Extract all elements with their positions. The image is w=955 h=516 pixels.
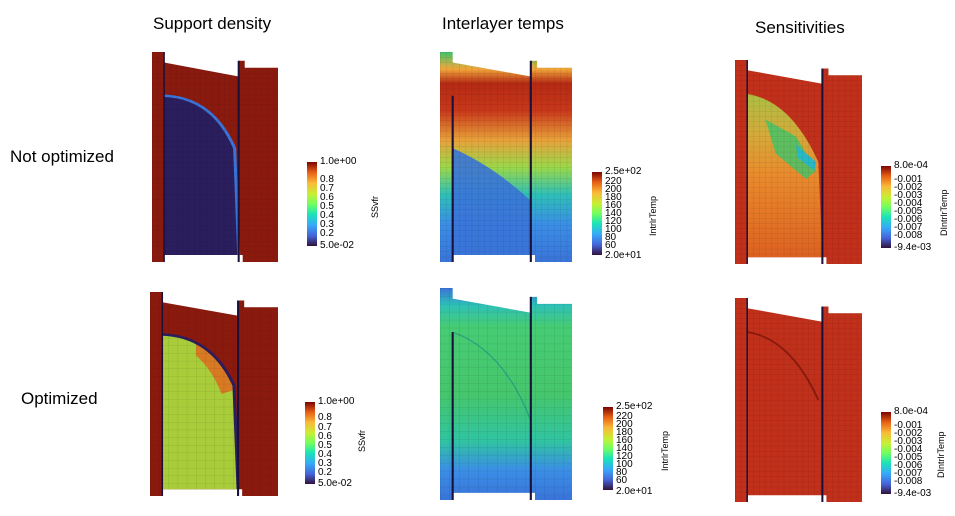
colorbar-tick: 0.6 — [320, 192, 334, 203]
colorbar-min-label: 5.0e-02 — [318, 478, 352, 489]
panel-density-optimized — [150, 292, 278, 496]
colorbar-tick: 220 — [616, 411, 633, 422]
colorbar-tick: 0.5 — [320, 201, 334, 212]
panel-sensitivities-optimized — [735, 298, 862, 502]
colorbar-tick: -0.007 — [894, 468, 923, 479]
colorbar-min-label: 5.0e-02 — [320, 240, 354, 251]
colorbar-tick: -0.001 — [894, 174, 923, 185]
colorbar-tick: 0.2 — [320, 228, 334, 239]
colorbar-tick: -0.002 — [894, 182, 923, 193]
colorbar-gradient — [881, 412, 891, 494]
colorbar-tick: 160 — [616, 435, 633, 446]
colorbar-title: IntrlrTemp — [648, 195, 658, 236]
colorbar-tick: -0.006 — [894, 460, 923, 471]
colorbar-tick: 200 — [605, 184, 622, 195]
colorbar-tick: -0.005 — [894, 452, 923, 463]
colorbar-max-label: 1.0e+00 — [320, 156, 357, 167]
colorbar-title: DIntrlrTemp — [936, 431, 946, 478]
colorbar-tick: 0.5 — [318, 440, 332, 451]
colorbar-min-label: 2.0e+01 — [616, 486, 653, 497]
colorbar-tick: -0.003 — [894, 190, 923, 201]
column-title-sensitivities: Sensitivities — [755, 18, 845, 37]
colorbar-gradient — [603, 407, 613, 490]
colorbar-tick: 200 — [616, 419, 633, 430]
colorbar-tick: 80 — [616, 467, 628, 478]
column-title-support-density: Support density — [153, 14, 272, 33]
colorbar-tick: 140 — [616, 443, 633, 454]
colorbar-tick: -0.006 — [894, 214, 923, 225]
colorbar-tick: 0.6 — [318, 431, 332, 442]
colorbar-gradient — [592, 172, 602, 255]
colorbar-tick: -0.004 — [894, 444, 923, 455]
colorbar-tick: -0.007 — [894, 222, 923, 233]
colorbar-gradient — [307, 162, 317, 246]
colorbar-gradient — [305, 402, 315, 484]
colorbar-min-label: -9.4e-03 — [894, 488, 932, 499]
colorbar-tick: 0.4 — [320, 210, 334, 221]
colorbar-tick: 0.2 — [318, 467, 332, 478]
row-label-not-optimized: Not optimized — [10, 147, 114, 166]
colorbar-tick: 120 — [616, 451, 633, 462]
colorbar-tick: 0.4 — [318, 449, 332, 460]
panel-sensitivities-not-optimized — [735, 60, 862, 264]
colorbar-tick: -0.001 — [894, 420, 923, 431]
colorbar-tick: 100 — [616, 459, 633, 470]
colorbar-tick: 0.8 — [318, 412, 332, 423]
colorbar-tick: 0.3 — [318, 458, 332, 469]
colorbar-tick: 220 — [605, 176, 622, 187]
colorbar-tick: 120 — [605, 216, 622, 227]
panel-temps-not-optimized — [440, 52, 572, 262]
colorbar-tick: 0.3 — [320, 219, 334, 230]
panel-temps-optimized — [440, 288, 572, 500]
colorbar-tick: 60 — [616, 475, 628, 486]
colorbar-tick: -0.005 — [894, 206, 923, 217]
colorbar-tick: 0.7 — [320, 183, 334, 194]
colorbar-max-label: 2.5e+02 — [616, 401, 653, 412]
colorbar-max-label: 8.0e-04 — [894, 406, 928, 417]
row-label-optimized: Optimized — [21, 389, 98, 408]
colorbar-tick: -0.004 — [894, 198, 923, 209]
colorbar-tick: 140 — [605, 208, 622, 219]
colorbar-tick: -0.002 — [894, 428, 923, 439]
colorbar-max-label: 1.0e+00 — [318, 396, 355, 407]
panel-density-not-optimized — [152, 52, 278, 262]
colorbar-tick: 0.7 — [318, 422, 332, 433]
colorbar-min-label: -9.4e-03 — [894, 242, 932, 253]
colorbar-tick: -0.003 — [894, 436, 923, 447]
colorbar-title: SSvfr — [357, 429, 367, 452]
colorbar-tick: 160 — [605, 200, 622, 211]
colorbar-max-label: 2.5e+02 — [605, 166, 642, 177]
colorbar-tick: 180 — [616, 427, 633, 438]
colorbar-min-label: 2.0e+01 — [605, 250, 642, 261]
colorbar-title: DIntrlrTemp — [939, 189, 949, 236]
colorbar-tick: 100 — [605, 224, 622, 235]
colorbar-gradient — [881, 166, 891, 248]
colorbar-tick: 180 — [605, 192, 622, 203]
colorbar-title: SSvfr — [370, 195, 380, 218]
column-title-interlayer-temps: Interlayer temps — [442, 14, 564, 33]
colorbar-tick: 80 — [605, 232, 617, 243]
colorbar-tick: -0.008 — [894, 476, 923, 487]
colorbar-tick: 0.8 — [320, 174, 334, 185]
colorbar-tick: 60 — [605, 240, 617, 251]
colorbar-max-label: 8.0e-04 — [894, 160, 928, 171]
colorbar-tick: -0.008 — [894, 230, 923, 241]
colorbar-title: IntrlrTemp — [660, 430, 670, 471]
